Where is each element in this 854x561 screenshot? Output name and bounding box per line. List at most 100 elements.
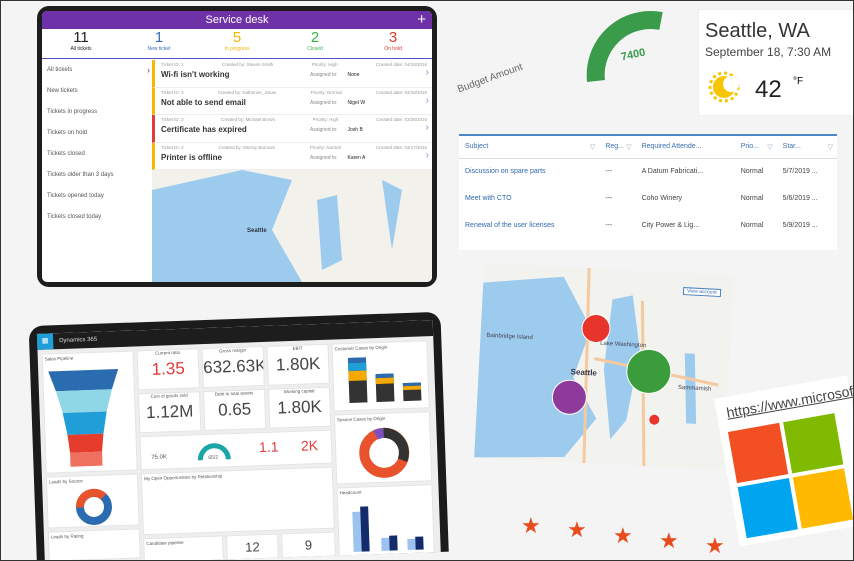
stat-in-progress[interactable]: 5 In progress (198, 29, 276, 58)
ticket-item[interactable]: Ticket ID: 1 Created by: Steven Smith Prio… (152, 60, 432, 88)
nav-item[interactable]: Tickets in progress (47, 109, 98, 115)
bubble-map[interactable]: Seattle Bainbridge Island Lake Washingto… (474, 262, 734, 471)
ticket-assignee: Assigned to: None (310, 72, 360, 78)
cell: 5/6/2019 ... (782, 195, 818, 202)
filter-icon[interactable]: ▽ (827, 144, 833, 152)
map-bubble[interactable] (551, 379, 587, 415)
map-bubble[interactable] (649, 414, 660, 425)
candidate-pipeline-tile: Candidate pipeline (143, 535, 224, 560)
weather-datetime: September 18, 7:30 AM (705, 45, 832, 59)
map-water (474, 268, 719, 467)
stat-value: 1 (154, 29, 164, 46)
ticket-item[interactable]: Ticket ID: 4 Created by: Murray Burrows Pr… (152, 142, 432, 170)
tile-title: My Open Opportunities by Relationship (143, 473, 223, 482)
activities-grid: Subject ▽ Reg... ▽ Required Attende... Pri… (459, 134, 837, 250)
budget-gauge (586, 11, 663, 82)
ticket-date: Created date: 04/18/2016 (375, 89, 427, 95)
column-label: Prio... (740, 143, 759, 151)
stat-all[interactable]: 11 All tickets (42, 29, 120, 58)
gauge-chart (197, 443, 231, 461)
star-icon[interactable]: ★ (613, 523, 633, 548)
app-title[interactable]: Dynamics 365 (59, 336, 98, 345)
column-label: Required Attende... (641, 143, 702, 151)
kpi-value: 65/2 (208, 454, 219, 461)
nav-item[interactable]: Tickets opened today (47, 193, 104, 199)
cell: Normal (740, 222, 764, 229)
ticket-map[interactable]: Seattle (152, 170, 432, 282)
service-cases-tile: Service Cases by Origin (333, 411, 433, 485)
ticket-title: Not able to send email (161, 97, 246, 107)
chevron-right-icon[interactable]: › (425, 94, 429, 106)
weather-temp: 42 (755, 76, 782, 103)
funnel-chart (48, 369, 119, 467)
kpi-working-capital: Working capital 1.80K (267, 386, 332, 429)
ticket-id: Ticket ID: 3 (161, 117, 184, 122)
filter-icon[interactable]: ▽ (589, 144, 596, 152)
star-icon[interactable]: ★ (659, 528, 679, 553)
map-water (152, 170, 402, 282)
kpi-value: 12 (244, 539, 260, 555)
bar-chart (352, 506, 424, 552)
nav-item[interactable]: Tickets older than 3 days (47, 172, 114, 178)
nav-item[interactable]: New tickets (47, 88, 78, 94)
nav-item[interactable]: Tickets on hold (47, 130, 88, 136)
microsoft-logo (727, 422, 789, 484)
star-icon[interactable]: ★ (567, 517, 587, 542)
ticket-list: Ticket ID: 1 Created by: Steven Smith Prio… (152, 60, 432, 170)
chevron-right-icon[interactable]: › (425, 67, 429, 78)
sales-pipeline-tile: Sales Pipeline (41, 350, 138, 474)
map-bubble[interactable] (626, 348, 672, 394)
cell: Normal (740, 195, 764, 202)
kpi-tile: 12 (226, 533, 279, 560)
star-icon[interactable]: ★ (521, 513, 541, 538)
app-header: Service desk + (42, 11, 432, 29)
subject-link[interactable]: Discussion on spare parts (465, 168, 546, 176)
stat-label: In progress (224, 46, 250, 52)
ticket-title: Certificate has expired (161, 125, 247, 134)
column-header-regarding[interactable]: Reg... ▽ (599, 136, 636, 159)
nav-item[interactable]: Tickets closed (47, 151, 85, 157)
ticket-created-by: Created by: Michael Brown (221, 117, 276, 122)
chevron-right-icon[interactable]: › (425, 149, 429, 161)
map-bubble[interactable] (581, 314, 611, 344)
app-launcher-icon[interactable]: ▦ (36, 333, 54, 350)
gauge-label: Budget Amount (456, 61, 525, 96)
stat-label: New ticket (147, 46, 171, 52)
ticket-id: Ticket ID: 4 (161, 144, 184, 150)
chevron-right-icon[interactable]: › (425, 122, 429, 133)
nav-item[interactable]: Tickets closed today (47, 214, 102, 220)
ticket-priority: Priority: Normal (310, 89, 342, 95)
filter-icon[interactable]: ▽ (767, 144, 773, 152)
subject-link[interactable]: Meet with CTO (465, 195, 512, 202)
kpi-value: 9 (304, 537, 313, 553)
ticket-item[interactable]: Ticket ID: 3 Created by: Michael Brown Pri… (152, 115, 432, 143)
star-icon[interactable]: ★ (705, 533, 725, 558)
cell: A Datum Fabricati... (641, 168, 704, 176)
column-header-attendees[interactable]: Required Attende... (635, 136, 735, 159)
ticket-date: Created date: 04/18/2016 (375, 62, 427, 67)
ticket-priority: Priority: High (311, 62, 338, 67)
tablet-device: Service desk + 11 All tickets 1 New ticket… (37, 6, 437, 287)
subject-link[interactable]: Renewal of the user licenses (465, 222, 555, 229)
ticket-item[interactable]: Ticket ID: 2 Created by: Katherine_Jonas P… (152, 87, 432, 115)
microsoft-logo (737, 478, 798, 539)
table-row[interactable]: Discussion on spare parts --- A Datum Fabr… (459, 158, 837, 185)
stat-on-hold[interactable]: 3 On hold (354, 29, 432, 58)
plus-icon[interactable]: + (417, 11, 426, 28)
nav-item[interactable]: All tickets › (42, 60, 152, 81)
filter-icon[interactable]: ▽ (626, 144, 632, 152)
column-header-priority[interactable]: Prio... ▽ (734, 136, 777, 159)
cell: --- (605, 168, 613, 176)
stat-closed[interactable]: 2 Closed (276, 29, 354, 58)
column-header-start[interactable]: Star... ▽ (776, 136, 837, 159)
stat-label: On hold (384, 46, 402, 52)
column-label: Subject (465, 143, 489, 151)
column-header-subject[interactable]: Subject ▽ (459, 136, 600, 159)
tile-title: Leads by Rating (50, 533, 84, 540)
kpi-debt: Debt to total assets 0.65 (202, 388, 267, 432)
table-row[interactable]: Renewal of the user licenses --- City Powe… (459, 212, 837, 239)
stat-new[interactable]: 1 New ticket (120, 29, 198, 58)
leads-by-rating-tile: Leads by Rating (47, 528, 141, 560)
cell: 5/9/2019 ... (782, 222, 818, 229)
table-row[interactable]: Meet with CTO --- Coho Winery Normal 5/6/201… (459, 185, 837, 212)
